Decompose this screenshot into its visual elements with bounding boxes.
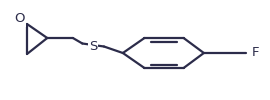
Text: F: F [251,46,259,59]
Text: S: S [89,40,97,53]
Text: O: O [14,12,25,26]
